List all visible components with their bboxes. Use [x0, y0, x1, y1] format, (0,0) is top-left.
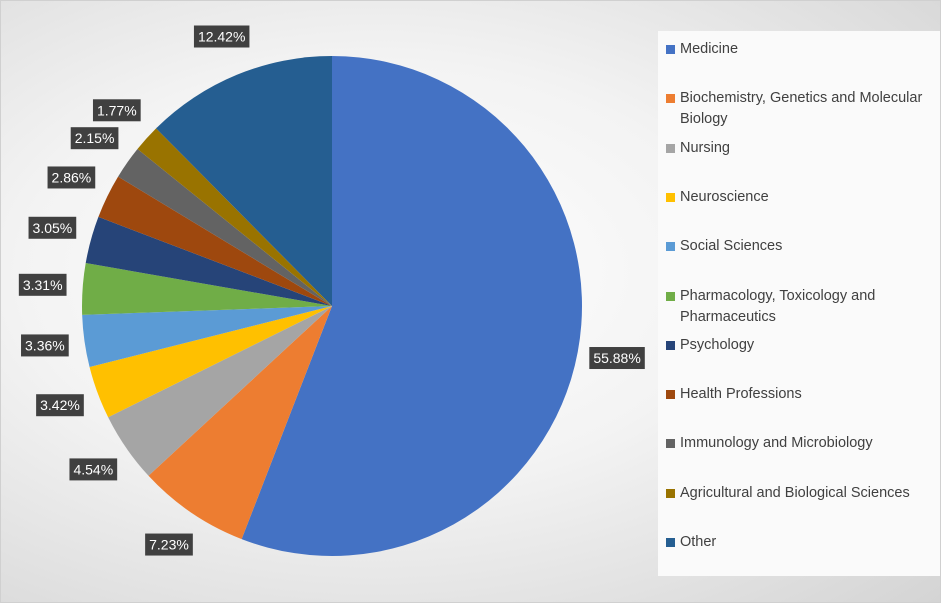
data-label: 2.86% — [47, 166, 96, 189]
legend-label: Neuroscience — [680, 188, 769, 205]
legend-swatch — [666, 439, 675, 449]
data-label-text: 4.54% — [73, 461, 113, 477]
legend-swatch — [666, 94, 675, 104]
legend-swatch — [666, 45, 675, 54]
data-label-text: 3.42% — [40, 397, 80, 413]
legend-swatch — [666, 390, 675, 400]
data-label: 2.15% — [70, 127, 119, 150]
data-label: 3.05% — [28, 216, 77, 239]
legend-label: Psychology — [680, 336, 755, 353]
legend-label: Pharmacology, Toxicology and Pharmaceuti… — [680, 287, 876, 325]
legend-swatch — [666, 538, 675, 547]
data-label-box — [70, 127, 119, 150]
data-label: 4.54% — [69, 458, 118, 481]
legend-swatch — [666, 242, 675, 252]
legend-swatch — [666, 143, 675, 153]
legend-item: Psychology — [666, 335, 940, 356]
data-label-text: 55.88% — [593, 350, 640, 366]
data-label-text: 3.36% — [25, 337, 65, 353]
data-label-text: 3.05% — [33, 220, 73, 236]
data-label-text: 1.77% — [97, 102, 137, 118]
legend-item: Biochemistry, Genetics and Molecular Bio… — [666, 88, 940, 130]
data-label-box — [92, 99, 141, 122]
legend-swatch — [666, 340, 675, 350]
data-label-text: 2.86% — [52, 169, 92, 185]
data-label-box — [69, 458, 118, 481]
pie-slice — [137, 128, 332, 306]
legend-label: Medicine — [680, 41, 739, 57]
pie-slice — [118, 148, 332, 306]
legend-swatch — [666, 488, 675, 498]
legend-swatch — [666, 192, 675, 202]
legend-item: Pharmacology, Toxicology and Pharmaceuti… — [666, 286, 940, 328]
pie-slice — [82, 306, 332, 367]
pie-slice — [241, 56, 582, 556]
pie-slice — [98, 176, 332, 306]
pie-slice — [156, 56, 332, 306]
legend-label: Agricultural and Biological Sciences — [680, 484, 910, 501]
legend: Medicine Biochemistry, Genetics and Molec… — [658, 31, 940, 576]
data-label: 3.42% — [36, 394, 84, 417]
data-label-text: 2.15% — [75, 130, 115, 146]
data-label-box — [21, 334, 69, 357]
pie-slice — [89, 306, 332, 418]
data-label-box — [589, 347, 645, 370]
legend-item: Nursing — [666, 138, 940, 159]
data-label-box — [145, 533, 193, 556]
legend-item: Other — [666, 532, 940, 553]
legend-item: Immunology and Microbiology — [666, 433, 940, 454]
data-label: 55.88% — [589, 347, 645, 370]
data-label-box — [28, 216, 77, 239]
data-label-box — [47, 166, 96, 189]
pie-area: 55.88% 7.23% 4.54% 3.42% 3.36% 3.31% 3.05% 2.86… — [18, 25, 645, 556]
data-label-box — [193, 25, 250, 48]
legend-swatch — [666, 291, 675, 301]
pie-slice — [85, 216, 332, 306]
data-label: 7.23% — [145, 533, 193, 556]
data-label: 1.77% — [92, 99, 141, 122]
legend-item: Social Sciences — [666, 236, 940, 257]
data-label-box — [36, 394, 84, 417]
data-label-box — [18, 273, 67, 296]
legend-label: Nursing — [680, 139, 730, 156]
legend-item: Agricultural and Biological Sciences — [666, 483, 940, 504]
data-label-text: 12.42% — [198, 29, 245, 45]
legend-item: Medicine — [666, 39, 940, 60]
data-label: 3.36% — [21, 334, 69, 357]
pie-slice — [148, 306, 332, 540]
data-label-text: 7.23% — [149, 537, 189, 553]
legend-label: Other — [680, 534, 717, 550]
pie-slice — [82, 263, 333, 315]
data-label-text: 3.31% — [23, 277, 63, 293]
legend-label: Biochemistry, Genetics and Molecular Bio… — [680, 90, 923, 128]
legend-item: Neuroscience — [666, 187, 940, 208]
pie-slice — [108, 306, 332, 476]
data-label: 3.31% — [18, 273, 67, 296]
legend-label: Social Sciences — [680, 238, 783, 255]
legend-label: Health Professions — [680, 386, 802, 403]
legend-label: Immunology and Microbiology — [680, 435, 873, 452]
legend-item: Health Professions — [666, 384, 940, 405]
data-label: 12.42% — [193, 25, 250, 48]
